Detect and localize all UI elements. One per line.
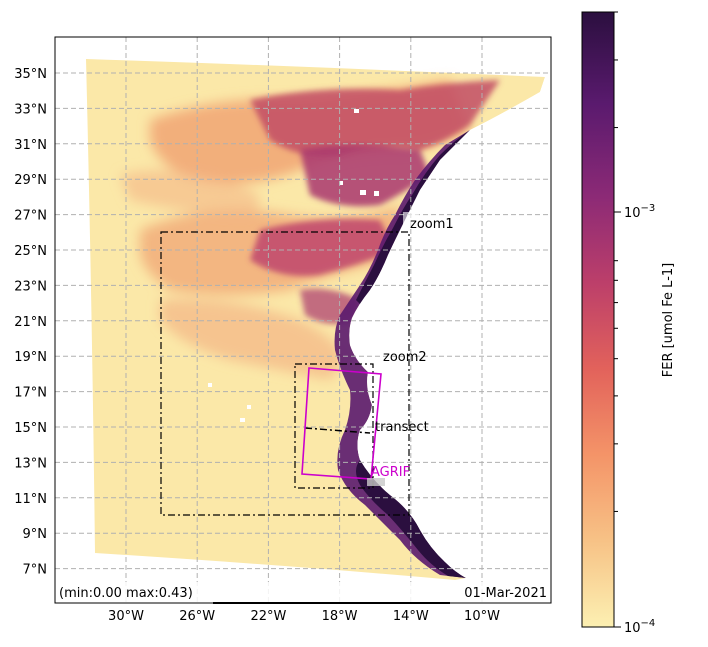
y-tick-label: 17°N (14, 386, 47, 401)
y-tick-label: 11°N (14, 492, 47, 507)
y-tick-label: 21°N (14, 315, 47, 330)
transect-line (304, 427, 371, 434)
zoom1-label: zoom1 (410, 217, 454, 232)
y-tick-label: 19°N (14, 350, 47, 365)
transect-label: transect (375, 420, 429, 435)
x-tick-label: 22°W (250, 609, 286, 624)
x-tick-label: 10°W (464, 609, 500, 624)
y-tick-label: 7°N (23, 563, 48, 578)
y-tick-label: 29°N (14, 173, 47, 188)
y-tick-label: 35°N (14, 67, 47, 82)
colorbar-frame (581, 11, 615, 628)
map-axes-frame (54, 36, 552, 604)
gridlines (55, 37, 551, 603)
y-tick-label: 25°N (14, 244, 47, 259)
info-strip: (min:0.00 max:0.43) 01-Mar-2021 (55, 582, 551, 604)
fer-concentration-field (86, 59, 551, 603)
y-tick-label: 13°N (14, 456, 47, 471)
africa-land (349, 77, 551, 603)
island-group (208, 109, 379, 422)
date-label: 01-Mar-2021 (464, 586, 547, 601)
zoom1-box (160, 231, 410, 516)
zoom1-label-bg (403, 212, 419, 226)
x-tick-label: 18°W (322, 609, 358, 624)
colorbar-gradient (582, 12, 614, 627)
y-tick-label: 23°N (14, 279, 47, 294)
x-tick-labels: 30°W 26°W 22°W 18°W 14°W 10°W (108, 609, 500, 624)
x-tick-label: 14°W (393, 609, 429, 624)
zoom2-label: zoom2 (383, 350, 427, 365)
filament-dark (250, 80, 500, 324)
colorbar-label: FER [umol Fe L-1] (661, 263, 676, 377)
colorbar-minor-ticks (614, 11, 618, 512)
zoom2-box (294, 363, 374, 489)
agrif-label-bg (367, 478, 385, 486)
y-tick-label: 31°N (14, 138, 47, 153)
y-tick-label: 27°N (14, 209, 47, 224)
stats-label: (min:0.00 max:0.43) (59, 586, 193, 601)
annotation-labels: zoom1 zoom2 transect AGRIF (367, 212, 454, 486)
x-tick-label: 30°W (108, 609, 144, 624)
colorbar-tick-1e-4: 10−4 (624, 618, 655, 636)
colorbar-tick-1e-3: 10−3 (624, 203, 655, 221)
y-tick-label: 15°N (14, 421, 47, 436)
y-tick-label: 9°N (23, 527, 48, 542)
x-tick-label: 26°W (179, 609, 215, 624)
y-tick-label: 33°N (14, 102, 47, 117)
agrif-label: AGRIF (371, 465, 410, 480)
y-tick-labels: 35°N 33°N 31°N 29°N 27°N 25°N 23°N 21°N 19°N 17°N… (14, 67, 47, 578)
colorbar: 10−3 10−4 FER [umol Fe L-1] (581, 11, 676, 636)
